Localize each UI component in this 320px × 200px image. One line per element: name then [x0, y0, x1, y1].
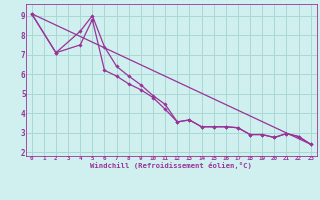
X-axis label: Windchill (Refroidissement éolien,°C): Windchill (Refroidissement éolien,°C) [90, 162, 252, 169]
